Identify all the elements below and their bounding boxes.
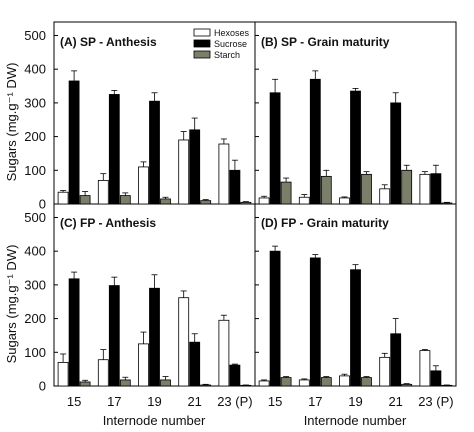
bar-starch	[240, 384, 252, 387]
bar-starch	[160, 379, 171, 387]
bar-starch	[441, 202, 453, 205]
bar-hexoses	[138, 166, 149, 205]
bar-starch	[401, 383, 413, 387]
x-tick-label: 19	[348, 394, 362, 409]
y-tick-label: 0	[39, 197, 46, 212]
bar-hexoses	[178, 297, 190, 387]
panel-title-d: (D) FP - Grain maturity	[261, 216, 389, 230]
bar-sucrose	[229, 364, 241, 387]
bar-sucrose	[229, 169, 241, 205]
panel-title-b: (B) SP - Grain maturity	[261, 35, 390, 49]
bar-hexoses	[97, 359, 109, 387]
bar-starch	[280, 181, 292, 205]
bar-sucrose	[189, 129, 201, 205]
bar-hexoses	[138, 343, 149, 387]
bar-sucrose	[189, 341, 201, 387]
bar-hexoses	[178, 139, 190, 205]
bar-starch	[160, 198, 171, 205]
bar-sucrose	[108, 94, 120, 205]
bar-starch	[119, 195, 131, 205]
x-tick-label: 23 (P)	[217, 394, 252, 409]
bar-hexoses	[218, 143, 230, 205]
legend-label-hexoses: Hexoses	[214, 28, 250, 38]
bar-sucrose	[350, 269, 361, 387]
legend-label-starch: Starch	[214, 50, 240, 60]
legend-swatch-sucrose	[193, 39, 211, 48]
bar-sucrose	[269, 92, 281, 205]
bar-sucrose	[309, 78, 321, 205]
y-axis-title-top: Sugars (mg.g⁻¹ DW)	[4, 63, 19, 182]
legend-label-sucrose: Sucrose	[214, 39, 247, 49]
bar-hexoses	[97, 180, 109, 205]
x-tick-label: 19	[147, 394, 161, 409]
bar-sucrose	[68, 278, 80, 387]
y-tick-label: 400	[24, 62, 46, 77]
bar-sucrose	[68, 80, 80, 205]
x-tick-label: 21	[388, 394, 402, 409]
bar-hexoses	[258, 197, 270, 205]
bar-starch	[79, 195, 91, 205]
panel-title-a: (A) SP - Anthesis	[60, 35, 157, 49]
legend-swatch-hexoses	[193, 28, 211, 37]
bar-starch	[361, 173, 372, 205]
y-tick-label: 100	[24, 163, 46, 178]
bar-sucrose	[390, 333, 402, 387]
legend-swatch-starch	[193, 50, 211, 59]
bar-starch	[240, 201, 252, 205]
bar-hexoses	[379, 188, 391, 205]
bar-starch	[401, 169, 413, 205]
bar-starch	[200, 200, 212, 205]
bar-starch	[320, 377, 332, 387]
legend: Hexoses Sucrose Starch	[193, 28, 250, 60]
x-tick-label: 17	[107, 394, 121, 409]
x-tick-label: 15	[67, 394, 81, 409]
bar-hexoses	[57, 362, 69, 387]
bar-starch	[320, 175, 332, 205]
x-tick-label: 23 (P)	[418, 394, 453, 409]
bar-sucrose	[430, 370, 442, 387]
bar-hexoses	[298, 196, 310, 205]
y-tick-label: 300	[24, 277, 46, 292]
y-tick-label: 100	[24, 345, 46, 360]
y-tick-label: 500	[24, 210, 46, 225]
bar-sucrose	[149, 287, 160, 387]
bar-sucrose	[430, 173, 442, 205]
bar-sucrose	[390, 102, 402, 205]
bar-hexoses	[57, 191, 69, 205]
bar-starch	[280, 377, 292, 387]
bar-hexoses	[258, 380, 270, 387]
x-tick-label: 15	[268, 394, 282, 409]
y-tick-label: 200	[24, 311, 46, 326]
bar-starch	[119, 379, 131, 387]
bar-hexoses	[419, 350, 431, 387]
y-axis-title-bottom: Sugars (mg.g⁻¹ DW)	[4, 245, 19, 364]
bar-sucrose	[309, 257, 321, 387]
bar-starch	[79, 381, 91, 387]
y-tick-label: 500	[24, 28, 46, 43]
panel-title-c: (C) FP - Anthesis	[60, 216, 156, 230]
bar-starch	[361, 377, 372, 387]
bar-hexoses	[339, 197, 350, 205]
bar-hexoses	[379, 356, 391, 387]
y-tick-label: 0	[39, 379, 46, 394]
bar-sucrose	[269, 250, 281, 387]
bar-sucrose	[350, 90, 361, 205]
y-tick-label: 200	[24, 129, 46, 144]
bar-starch	[200, 384, 212, 387]
x-axis-title-left: Internode number	[103, 413, 206, 428]
x-tick-label: 17	[308, 394, 322, 409]
x-axis-title-right: Internode number	[304, 413, 407, 428]
x-tick-label: 21	[187, 394, 201, 409]
bar-hexoses	[419, 173, 431, 205]
y-tick-label: 400	[24, 244, 46, 259]
bar-hexoses	[218, 319, 230, 387]
bar-hexoses	[339, 375, 350, 387]
bar-sucrose	[108, 285, 120, 387]
bar-hexoses	[298, 379, 310, 387]
y-tick-label: 300	[24, 95, 46, 110]
bar-starch	[441, 384, 453, 387]
bar-sucrose	[149, 100, 160, 205]
